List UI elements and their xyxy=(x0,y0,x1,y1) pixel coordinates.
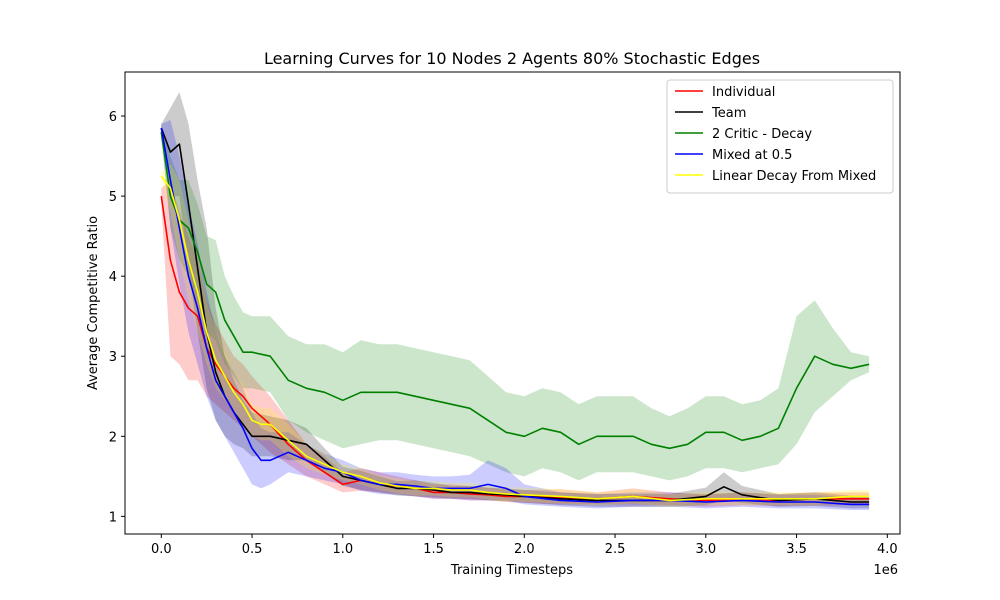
plot-area-frame xyxy=(124,71,901,535)
legend: Individual Team 2 Critic - Decay Mixed at 0… xyxy=(666,79,894,194)
x-axis-label: Training Timesteps xyxy=(450,563,573,578)
band-2-critic-decay xyxy=(161,124,870,481)
y-tick-label: 4 xyxy=(109,270,117,285)
legend-label-mixed-at-0-5: Mixed at 0.5 xyxy=(712,148,792,163)
series-lines xyxy=(160,127,870,506)
y-axis-label: Average Competitive Ratio xyxy=(86,216,101,390)
y-axis: 1 2 3 4 5 6 xyxy=(109,110,125,525)
x-tick-label: 2.5 xyxy=(605,542,626,557)
x-axis: 0.0 0.5 1.0 1.5 2.0 2.5 3.0 3.5 4.0 xyxy=(151,534,898,557)
legend-label-individual: Individual xyxy=(712,85,775,100)
x-tick-label: 0.5 xyxy=(242,542,263,557)
chart-title: Learning Curves for 10 Nodes 2 Agents 80… xyxy=(264,49,760,68)
x-tick-label: 4.0 xyxy=(877,542,898,557)
x-axis-offset-label: 1e6 xyxy=(873,563,898,578)
y-tick-label: 3 xyxy=(109,350,117,365)
line-2-critic-decay xyxy=(160,131,870,450)
legend-label-team: Team xyxy=(711,106,746,121)
line-team xyxy=(160,127,870,503)
legend-box xyxy=(666,79,894,194)
confidence-bands xyxy=(161,92,870,510)
y-tick-label: 1 xyxy=(109,510,117,525)
x-tick-label: 2.0 xyxy=(514,542,535,557)
legend-label-linear-decay-from-mixed: Linear Decay From Mixed xyxy=(712,169,876,184)
x-tick-label: 0.0 xyxy=(151,542,172,557)
x-tick-label: 1.5 xyxy=(423,542,444,557)
x-tick-label: 3.5 xyxy=(786,542,807,557)
x-tick-label: 1.0 xyxy=(332,542,353,557)
y-tick-label: 2 xyxy=(109,430,117,445)
y-tick-label: 6 xyxy=(109,110,117,125)
y-tick-label: 5 xyxy=(109,190,117,205)
legend-label-2-critic-decay: 2 Critic - Decay xyxy=(712,127,812,142)
line-linear-decay-from-mixed xyxy=(160,175,870,502)
x-tick-label: 3.0 xyxy=(695,542,716,557)
